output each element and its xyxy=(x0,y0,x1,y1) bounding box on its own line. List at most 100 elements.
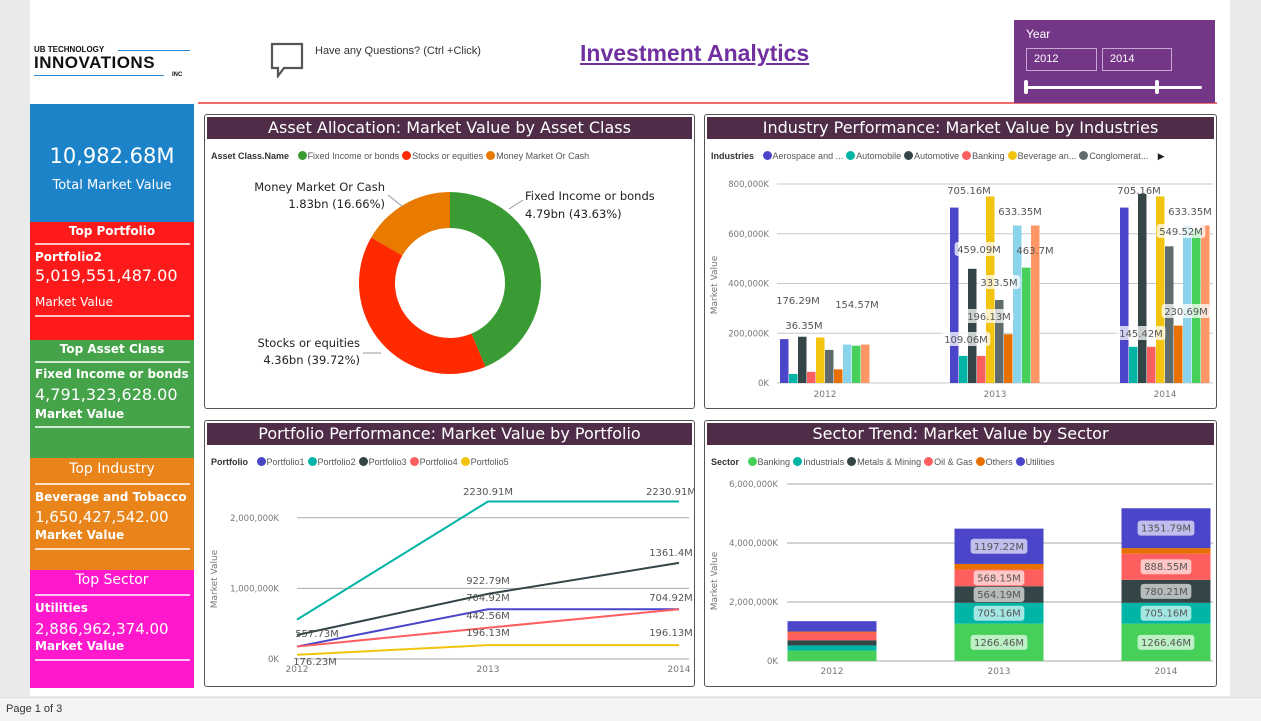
year-from-input[interactable]: 2012 xyxy=(1026,48,1097,71)
legend-item[interactable]: Automobile xyxy=(846,151,901,161)
year-to-input[interactable]: 2014 xyxy=(1102,48,1172,71)
data-label: 1266.46M xyxy=(1141,638,1191,649)
y-axis-label: Market Value xyxy=(210,549,220,608)
data-label: 442.56M xyxy=(466,611,510,622)
legend-label: Portfolio5 xyxy=(470,457,509,467)
legend-item[interactable]: Portfolio5 xyxy=(460,457,509,467)
legend-item[interactable]: Money Market Or Cash xyxy=(486,151,589,161)
y-tick-label: 600,000K xyxy=(728,230,769,240)
sector-trend-chart[interactable]: Sector Trend: Market Value by Sector Sec… xyxy=(704,420,1217,687)
slice-value-label: 1.83bn (16.66%) xyxy=(288,197,385,211)
legend-item[interactable]: Automotive xyxy=(904,151,959,161)
kpi-top-portfolio: Top Portfolio Portfolio2 5,019,551,487.0… xyxy=(30,222,194,340)
y-tick-label: 2,000,000K xyxy=(729,598,778,608)
stacked-segment xyxy=(787,632,877,641)
legend-item[interactable]: Aerospace and ... xyxy=(762,151,843,161)
legend-label: Utilities xyxy=(1025,457,1055,467)
clustered-bar-area[interactable]: 0K 200,000K 400,000K 600,000K 800,000K Market… xyxy=(705,167,1216,407)
data-label: 557.73M xyxy=(295,629,339,640)
asset-allocation-chart[interactable]: Asset Allocation: Market Value by Asset … xyxy=(204,114,695,409)
slider-handle-start[interactable] xyxy=(1024,80,1028,94)
legend-items: Fixed Income or bonds Stocks or equities M… xyxy=(297,151,593,161)
data-label: 154.57M xyxy=(835,300,879,311)
data-label: 888.55M xyxy=(1144,562,1188,573)
x-tick-label: 2013 xyxy=(477,665,500,675)
legend-item[interactable]: Banking xyxy=(962,151,1005,161)
page-title[interactable]: Investment Analytics xyxy=(580,40,810,66)
x-tick-label: 2012 xyxy=(821,667,844,677)
legend-title: Portfolio xyxy=(211,457,248,467)
speech-bubble-icon[interactable] xyxy=(270,42,304,78)
kpi-number: 4,791,323,628.00 xyxy=(35,385,178,404)
portfolio-performance-chart[interactable]: Portfolio Performance: Market Value by P… xyxy=(204,420,695,687)
line-chart-area[interactable]: 0K 1,000,000K 2,000,000K Market Value 2012 20… xyxy=(205,471,694,686)
bar xyxy=(1022,267,1031,383)
legend-item[interactable]: Portfolio3 xyxy=(358,457,407,467)
data-label-bg xyxy=(1161,304,1211,318)
legend-item[interactable]: Others xyxy=(975,457,1013,467)
industry-performance-chart[interactable]: Industry Performance: Market Value by In… xyxy=(704,114,1217,409)
y-tick-label: 2,000,000K xyxy=(230,514,279,524)
stacked-segment xyxy=(954,563,1044,570)
kpi-name: Fixed Income or bonds xyxy=(35,367,189,381)
legend-dot-icon xyxy=(409,457,419,466)
status-bar: Page 1 of 3 xyxy=(0,697,1261,721)
page-indicator: Page 1 of 3 xyxy=(6,703,63,715)
legend-label: Stocks or equities xyxy=(412,151,484,161)
legend-item[interactable]: Fixed Income or bonds xyxy=(297,151,399,161)
legend-item[interactable]: Oil & Gas xyxy=(924,457,973,467)
data-label-bg xyxy=(964,309,1014,323)
bar xyxy=(1147,346,1156,383)
donut-slice xyxy=(450,192,541,367)
legend-item[interactable]: Portfolio1 xyxy=(256,457,305,467)
slider-handle-end[interactable] xyxy=(1154,80,1159,94)
data-label-bg xyxy=(1140,559,1192,575)
data-label-bg xyxy=(973,570,1025,586)
stacked-bar-area[interactable]: 0K 2,000,000K 4,000,000K 6,000,000K Market V… xyxy=(705,471,1216,686)
legend-title: Sector xyxy=(711,457,740,467)
slider-track[interactable] xyxy=(1026,86,1202,89)
legend-item[interactable]: Stocks or equities xyxy=(402,151,483,161)
y-tick-label: 6,000,000K xyxy=(729,480,778,490)
legend-dot-icon xyxy=(924,457,934,466)
legend-item[interactable]: Metals & Mining xyxy=(847,457,921,467)
kpi-caption: Market Value xyxy=(35,528,125,542)
legend-dot-icon xyxy=(460,457,470,466)
help-text[interactable]: Have any Questions? (Ctrl +Click) xyxy=(315,45,481,57)
kpi-divider xyxy=(35,548,190,550)
legend-items: Banking Industrials Metals & Mining Oil & G… xyxy=(747,457,1058,467)
kpi-value: 10,982.68M xyxy=(49,144,175,168)
data-label: 176.29M xyxy=(776,296,820,307)
donut-chart-area[interactable]: Fixed Income or bonds 4.79bn (43.63%) Stoc… xyxy=(205,167,694,407)
legend-item[interactable]: Portfolio4 xyxy=(409,457,458,467)
year-slicer[interactable]: Year 2012 2014 xyxy=(1014,20,1215,103)
legend-item[interactable]: Conglomerat... xyxy=(1079,151,1148,161)
legend-dot-icon xyxy=(486,151,496,160)
legend-label: Portfolio1 xyxy=(266,457,305,467)
data-label: 176.23M xyxy=(293,657,337,668)
data-label-bg xyxy=(782,318,826,332)
company-logo: UB TECHNOLOGY INNOVATIONS INC xyxy=(34,45,192,85)
kpi-total-market-value: 10,982.68M Total Market Value xyxy=(30,104,194,222)
chart-legend: Sector Banking Industrials Metals & Mining… xyxy=(711,457,1058,467)
legend-item[interactable]: Utilities xyxy=(1015,457,1055,467)
data-label: 922.79M xyxy=(466,576,510,587)
logo-line3: INC xyxy=(172,72,183,78)
legend-item[interactable]: Industrials xyxy=(793,457,844,467)
data-label-bg xyxy=(1140,583,1192,599)
series-line xyxy=(296,561,680,636)
stacked-segment xyxy=(787,640,877,646)
data-label-bg xyxy=(977,275,1021,289)
legend-item[interactable]: Banking xyxy=(747,457,791,467)
legend-next-arrow-icon[interactable]: ▶ xyxy=(1157,151,1165,161)
bar xyxy=(825,349,834,383)
legend-item[interactable]: Beverage an... xyxy=(1007,151,1076,161)
legend-label: Portfolio4 xyxy=(419,457,458,467)
data-label-bg xyxy=(1137,520,1195,536)
legend-label: Banking xyxy=(757,457,791,467)
bar xyxy=(986,196,995,383)
chart-legend: Portfolio Portfolio1 Portfolio2 Portfolio3… xyxy=(211,457,512,467)
bar xyxy=(959,355,968,383)
legend-item[interactable]: Portfolio2 xyxy=(307,457,356,467)
data-label: 36.35M xyxy=(785,321,822,332)
